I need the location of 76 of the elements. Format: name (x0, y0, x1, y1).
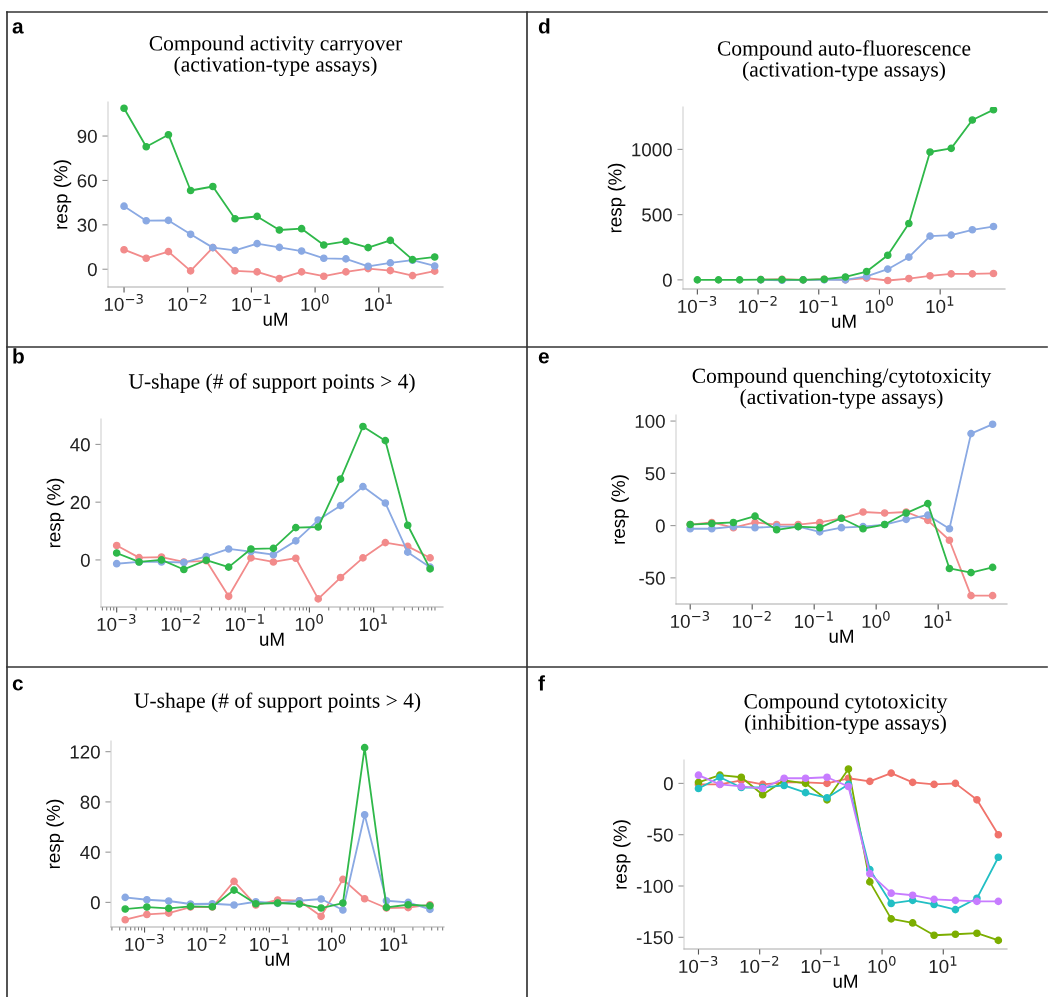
x-tick-label: 10$^{1}$ (380, 934, 408, 952)
x-tick-label: 10$^{0}$ (301, 293, 329, 312)
y-tick-label: 40 (70, 438, 90, 452)
x-tick-label: 10$^{0}$ (295, 613, 323, 632)
x-tick-label: 10$^{1}$ (926, 296, 954, 314)
y-tick-label: 50 (645, 467, 665, 481)
x-tick-label: 10$^{−1}$ (250, 934, 288, 952)
x-tick-label: 10$^{−2}$ (161, 613, 200, 632)
y-tick-label: 40 (80, 845, 100, 860)
y-axis-title: resp (%) (46, 478, 65, 548)
text: b (13, 348, 24, 364)
y-axis-title: resp (%) (53, 160, 72, 229)
y-tick-label: 60 (77, 174, 97, 188)
x-axis-title: uM (833, 974, 857, 988)
x-tick-label: 10$^{−3}$ (671, 610, 709, 629)
x-tick-label: 10$^{−3}$ (97, 613, 136, 632)
text: f (538, 675, 545, 691)
y-tick-label: 0 (87, 262, 97, 277)
text: c (12, 679, 23, 691)
x-axis-title: uM (263, 312, 287, 326)
x-axis-title: uM (260, 632, 284, 646)
chart-title: Compound quenching/cytotoxicity (activation-type assays) (692, 367, 992, 409)
y-tick-label: 30 (77, 218, 97, 232)
y-tick-label: 120 (70, 745, 100, 759)
x-tick-label: 10$^{−2}$ (740, 955, 779, 974)
x-tick-label: 10$^{−2}$ (733, 610, 771, 629)
y-tick-label: 0 (655, 519, 665, 533)
x-tick-label: 10$^{0}$ (318, 933, 346, 952)
y-tick-label: 0 (80, 553, 90, 567)
x-tick-label: 10$^{−1}$ (232, 294, 271, 312)
y-tick-label: -50 (639, 571, 665, 585)
y-tick-label: 500 (642, 208, 672, 222)
x-tick-label: 10$^{0}$ (868, 955, 896, 974)
x-tick-label: 10$^{−3}$ (104, 293, 143, 312)
text: e (538, 352, 549, 364)
x-tick-label: 10$^{−3}$ (679, 955, 718, 974)
x-tick-label: 10$^{−1}$ (795, 611, 833, 629)
text: a (12, 22, 24, 34)
x-tick-label: 10$^{−3}$ (125, 933, 164, 952)
text: d (538, 18, 550, 34)
y-axis-title: resp (%) (46, 799, 64, 869)
x-tick-label: 10$^{−2}$ (168, 293, 207, 312)
y-tick-label: -100 (636, 879, 673, 893)
y-axis-title: resp (%) (611, 475, 629, 544)
x-tick-label: 10$^{1}$ (929, 956, 957, 974)
x-tick-label: 10$^{−1}$ (226, 614, 264, 632)
y-tick-label: 1000 (632, 143, 672, 157)
y-tick-label: -50 (647, 828, 673, 842)
x-tick-label: 10$^{−2}$ (738, 295, 777, 314)
y-axis-title: resp (%) (613, 820, 631, 889)
y-tick-label: 80 (80, 795, 100, 809)
y-tick-label: 0 (663, 777, 673, 791)
y-tick-label: 90 (77, 129, 97, 144)
chart-title: U-shape (# of support points > 4) (128, 373, 415, 394)
chart-title: Compound cytotoxicity (inhibition-type assays) (744, 693, 948, 735)
x-tick-label: 10$^{−2}$ (187, 933, 226, 952)
x-tick-label: 10$^{1}$ (365, 294, 392, 312)
x-tick-label: 10$^{−3}$ (678, 295, 717, 314)
x-tick-label: 10$^{1}$ (360, 614, 387, 632)
y-tick-label: 20 (70, 495, 90, 510)
x-tick-label: 10$^{1}$ (924, 611, 952, 629)
y-tick-label: 100 (635, 414, 665, 429)
x-tick-label: 10$^{0}$ (865, 295, 893, 314)
y-axis-title: resp (%) (607, 163, 626, 233)
y-tick-label: 0 (662, 273, 672, 287)
x-tick-label: 10$^{−1}$ (799, 296, 838, 314)
x-axis-title: uM (265, 952, 289, 966)
chart-title: U-shape (# of support points > 4) (134, 692, 421, 713)
y-tick-label: 0 (90, 896, 100, 910)
x-tick-label: 10$^{0}$ (862, 610, 890, 629)
chart-title: Compound auto-fluorescence (activation-type assays) (717, 40, 971, 82)
x-tick-label: 10$^{−1}$ (801, 956, 840, 974)
x-axis-title: uM (829, 629, 853, 643)
chart-title: Compound activity carryover (activation-type assays) (149, 35, 403, 77)
y-tick-label: -150 (636, 931, 673, 945)
x-axis-title: uM (832, 314, 856, 328)
